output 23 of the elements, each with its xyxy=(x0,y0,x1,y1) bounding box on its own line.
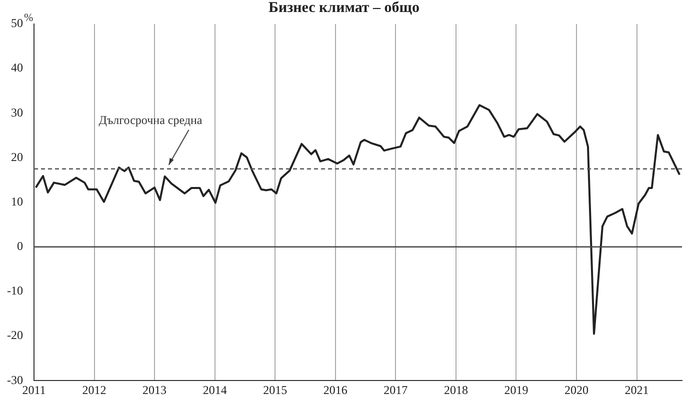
x-tick-label: 2021 xyxy=(624,382,649,397)
x-tick-label: 2014 xyxy=(202,382,227,397)
y-tick-label: -30 xyxy=(6,372,23,387)
y-tick-label: -20 xyxy=(6,328,23,342)
x-tick-label: 2020 xyxy=(564,382,589,397)
y-tick-label: 50 xyxy=(10,16,23,30)
y-tick-label: 10 xyxy=(10,194,23,208)
x-tick-label: 2019 xyxy=(504,382,528,397)
x-tick-label: 2018 xyxy=(444,382,468,397)
y-tick-label: -10 xyxy=(6,284,23,298)
x-tick-label: 2013 xyxy=(142,382,167,397)
chart-title: Бизнес климат – общо xyxy=(268,0,420,16)
x-tick-label: 2017 xyxy=(384,382,408,397)
x-tick-label: 2012 xyxy=(82,382,106,397)
y-tick-label: 0 xyxy=(16,239,23,254)
x-tick-label: 2016 xyxy=(323,382,348,397)
y-tick-label: 30 xyxy=(10,105,23,120)
y-tick-label: 40 xyxy=(10,60,23,75)
ref-line-label: Дългосрочна средна xyxy=(98,113,203,128)
x-tick-label: 2015 xyxy=(263,382,288,397)
y-axis-title: % xyxy=(24,12,34,24)
y-tick-label: 20 xyxy=(10,150,23,164)
x-tick-label: 2011 xyxy=(22,382,46,397)
